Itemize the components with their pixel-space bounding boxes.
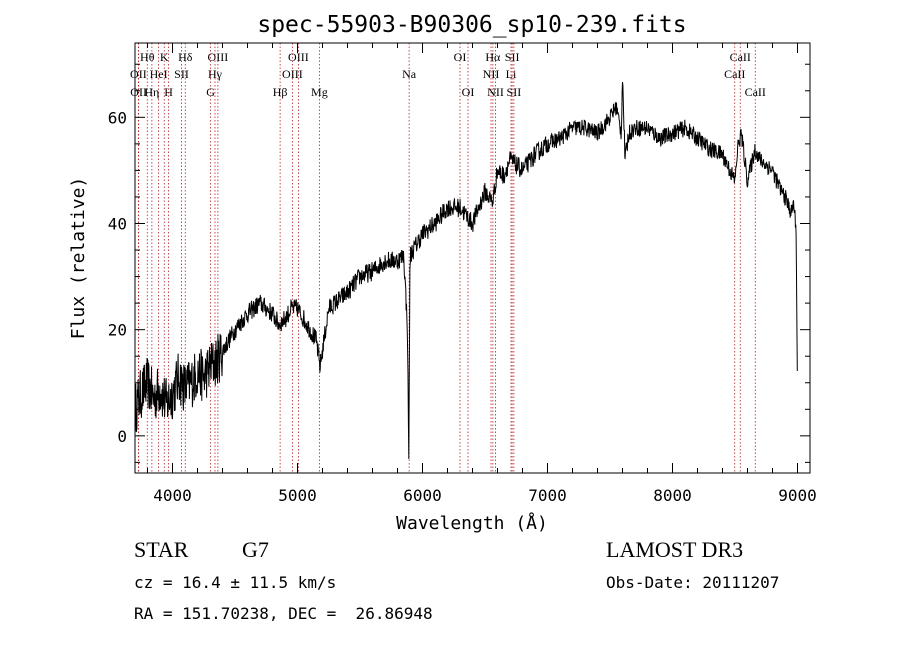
line-marker-label-3: K <box>160 50 169 64</box>
object-class: STAR <box>134 537 189 562</box>
line-marker-label-8: SII <box>174 67 189 81</box>
line-marker-label-23: Li <box>506 67 517 81</box>
x-axis-label: Wavelength (Å) <box>396 512 548 534</box>
line-marker-label-4: HeI <box>150 67 168 81</box>
coordinates: RA = 151.70238, DEC = 26.86948 <box>134 604 433 623</box>
line-marker-label-13: OIII <box>288 50 309 64</box>
line-marker-label-24: SII <box>507 85 522 99</box>
x-tick-label-3: 7000 <box>528 486 567 505</box>
line-marker-label-7: Hδ <box>178 50 193 64</box>
x-tick-label-5: 9000 <box>778 486 817 505</box>
x-tick-label-1: 5000 <box>278 486 317 505</box>
line-marker-label-25: CaII <box>730 50 751 64</box>
line-marker-label-9: OIII <box>208 50 229 64</box>
y-tick-label-1: 20 <box>108 321 127 340</box>
x-tick-label-4: 8000 <box>653 486 692 505</box>
y-tick-label-2: 40 <box>108 214 127 233</box>
line-marker-label-17: OI <box>454 50 467 64</box>
y-tick-label-0: 0 <box>117 427 127 446</box>
flux-line <box>134 81 798 459</box>
obs-date: Obs-Date: 20111207 <box>606 573 779 592</box>
chart-title: spec-55903-B90306_sp10-239.fits <box>257 12 686 38</box>
line-marker-label-22: SII <box>505 50 520 64</box>
y-tick-label-3: 60 <box>108 108 127 127</box>
axes: 4000 5000 6000 7000 8000 9000 0 20 40 60 <box>108 43 817 505</box>
x-tick-label-2: 6000 <box>403 486 442 505</box>
line-marker-label-10: Hγ <box>208 67 223 81</box>
line-marker-label-12: Hβ <box>273 85 288 99</box>
line-marker-label-26: CaII <box>724 67 745 81</box>
line-marker-label-18: OI <box>462 85 475 99</box>
line-marker-label-0: Hθ <box>140 50 155 64</box>
x-tick-label-0: 4000 <box>153 486 192 505</box>
line-marker-label-6: H <box>164 85 173 99</box>
line-marker-label-20: NII <box>483 67 500 81</box>
plot-frame <box>134 42 811 474</box>
redshift-info: cz = 16.4 ± 11.5 km/s <box>134 573 336 592</box>
line-marker-label-21: NII <box>487 85 504 99</box>
line-marker-layer: Hθ OII OII K HeI Hη H Hδ SII OIII Hγ G Hβ OIII OIII Mg N… <box>130 43 766 473</box>
line-marker-label-16: Na <box>402 67 417 81</box>
line-marker-label-5: Hη <box>144 85 159 99</box>
line-marker-label-19: Hα <box>485 50 501 64</box>
y-axis-label: Flux (relative) <box>68 177 89 340</box>
survey-name: LAMOST DR3 <box>606 537 743 562</box>
spectrum-series <box>134 81 798 459</box>
line-marker-label-1: OII <box>130 67 147 81</box>
line-marker-label-15: Mg <box>311 85 328 99</box>
line-marker-label-11: G <box>206 85 215 99</box>
line-marker-label-27: CaII <box>745 85 766 99</box>
line-marker-label-2: OII <box>130 85 147 99</box>
line-marker-label-14: OIII <box>282 67 303 81</box>
object-subclass: G7 <box>242 537 269 562</box>
